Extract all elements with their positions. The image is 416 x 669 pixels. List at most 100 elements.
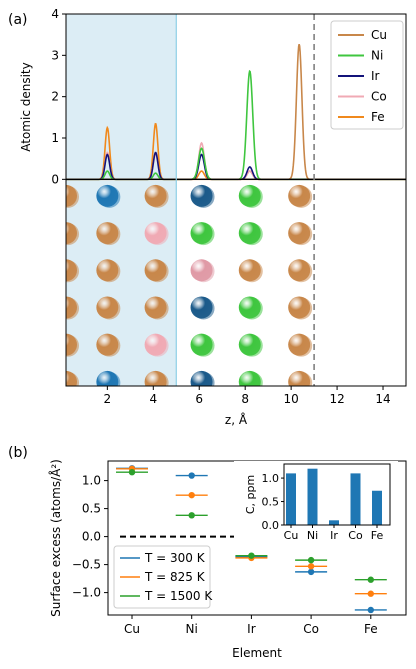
- category-label: Cu: [124, 622, 140, 636]
- atom-ball: [144, 259, 167, 282]
- category-label: Ir: [247, 622, 256, 636]
- y-ticks-b: −1.0 −0.5 0.0 0.5 1.0: [72, 474, 108, 600]
- x-tick-label: 14: [375, 392, 390, 406]
- atom-ball: [66, 370, 77, 386]
- atom-ball: [190, 296, 213, 319]
- category-label: Ni: [186, 622, 198, 636]
- x-tick-label: 10: [283, 392, 298, 406]
- legend-label-cu: Cu: [371, 28, 387, 42]
- y-tick-label: 2: [51, 90, 59, 104]
- atom-ball: [144, 184, 167, 207]
- atom-ball: [288, 222, 311, 245]
- atom-ball: [190, 259, 213, 282]
- inset-category-label: Ir: [330, 529, 338, 542]
- atom-ball: [288, 370, 311, 386]
- point-2-0: [128, 469, 136, 476]
- y-tick-label: 3: [51, 48, 59, 62]
- legend-label-fe: Fe: [371, 110, 385, 124]
- atom-ball: [238, 333, 261, 356]
- point-0-1: [188, 472, 195, 479]
- atom-ball: [96, 184, 119, 207]
- x-axis-label-b: Element: [232, 646, 282, 660]
- point-1-4: [367, 590, 374, 597]
- x-tick-label: 2: [104, 392, 112, 406]
- x-axis-label: z, Å: [225, 412, 248, 427]
- inset-category-label: Cu: [284, 529, 299, 542]
- atom-ball: [144, 333, 167, 356]
- y-tick-label-b: 0.0: [82, 530, 101, 544]
- atom-ball: [190, 184, 213, 207]
- atom-ball: [190, 370, 213, 386]
- atom-ball: [96, 370, 119, 386]
- inset-y-axis-label: C, ppm: [244, 475, 257, 514]
- category-ticks: Cu Ni Ir Co Fe: [124, 615, 378, 636]
- legend-label-ir: Ir: [371, 69, 380, 83]
- inset-category-label: Ni: [307, 529, 318, 542]
- atom-ball: [238, 184, 261, 207]
- inset-category-label: Fe: [371, 529, 384, 542]
- panel-b-plot: Cu Ni Ir Co Fe −1.0 −0.5 0.0 0.5 1.0 Element Sur…: [48, 459, 407, 660]
- legend-b: T = 300 K T = 825 K T = 1500 K: [113, 545, 213, 609]
- y-tick-label-b: 1.0: [82, 474, 101, 488]
- inset-y-tick-label: 0.5: [262, 496, 280, 509]
- atom-ball: [66, 222, 77, 245]
- y-tick-label-b: −0.5: [72, 558, 101, 572]
- x-tick-label: 6: [195, 392, 203, 406]
- atom-ball: [66, 296, 77, 319]
- inset-y-tick-label: 0.0: [262, 519, 280, 532]
- legend-b-box: [113, 545, 211, 609]
- point-1-1: [188, 491, 195, 499]
- atom-ball: [238, 296, 261, 319]
- atom-ball: [238, 259, 261, 282]
- atom-ball: [66, 333, 77, 356]
- y-axis-label: Atomic density: [19, 62, 33, 151]
- atom-ball: [96, 333, 119, 356]
- y-tick-label: 1: [51, 131, 59, 145]
- y-ticks: 0 1 2 3 4: [51, 7, 66, 186]
- legend-a-box: [330, 20, 404, 130]
- inset-bar-chart: Cu Ni Ir Co Fe 0.0 0.5 1.0 C, ppm: [234, 461, 398, 546]
- legend-a: Cu Ni Ir Co Fe: [330, 20, 404, 130]
- inset-bar-ir: [329, 520, 339, 525]
- atom-ball: [288, 184, 311, 207]
- atom-ball: [190, 222, 213, 245]
- legend-label-co: Co: [371, 90, 387, 104]
- x-tick-label: 4: [149, 392, 157, 406]
- atom-ball: [288, 296, 311, 319]
- point-2-1: [188, 512, 195, 519]
- y-tick-label-b: −1.0: [72, 586, 101, 600]
- y-tick-label-b: 0.5: [82, 502, 101, 516]
- category-label: Fe: [364, 622, 378, 636]
- atom-ball: [288, 259, 311, 282]
- atom-ball: [96, 259, 119, 282]
- point-1-3: [307, 563, 315, 570]
- point-2-3: [307, 556, 315, 564]
- atom-image: [66, 184, 313, 386]
- x-ticks: 2 4 6 8 10 12 14: [104, 386, 391, 406]
- legend-b-label: T = 825 K: [144, 570, 206, 584]
- y-axis-label-b: Surface excess (atoms/Å²): [48, 459, 63, 617]
- x-tick-label: 8: [241, 392, 249, 406]
- inset-bar-fe: [372, 490, 382, 525]
- atom-ball: [190, 333, 213, 356]
- atom-ball: [144, 370, 167, 386]
- surface-excess-points: [116, 465, 387, 614]
- atom-ball: [96, 296, 119, 319]
- panel-label-a: (a): [8, 12, 28, 28]
- x-tick-label: 12: [329, 392, 344, 406]
- inset-bar-ni: [307, 468, 318, 525]
- category-label: Co: [303, 622, 319, 636]
- y-tick-label: 4: [51, 7, 59, 21]
- inset-category-label: Co: [348, 529, 363, 542]
- inset-frame: [283, 463, 391, 526]
- atom-ball: [66, 184, 77, 207]
- point-0-4: [367, 606, 374, 614]
- y-tick-label: 0: [51, 172, 59, 186]
- inset-bar-co: [350, 473, 361, 525]
- point-2-4: [367, 576, 374, 583]
- panel-label-b: (b): [8, 445, 28, 461]
- atom-ball: [96, 222, 119, 245]
- legend-b-label: T = 1500 K: [144, 589, 213, 603]
